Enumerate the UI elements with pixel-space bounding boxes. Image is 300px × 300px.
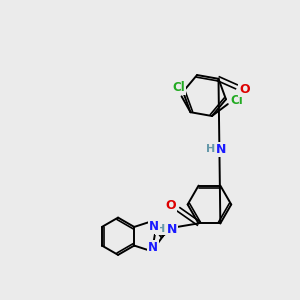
Text: O: O bbox=[239, 83, 250, 96]
Text: H: H bbox=[156, 224, 166, 234]
Text: N: N bbox=[167, 223, 177, 236]
Text: N: N bbox=[148, 241, 158, 254]
Text: O: O bbox=[166, 199, 176, 212]
Text: Cl: Cl bbox=[172, 81, 185, 94]
Text: N: N bbox=[216, 142, 226, 156]
Text: H: H bbox=[206, 144, 215, 154]
Text: Cl: Cl bbox=[230, 94, 243, 106]
Text: N: N bbox=[149, 220, 159, 232]
